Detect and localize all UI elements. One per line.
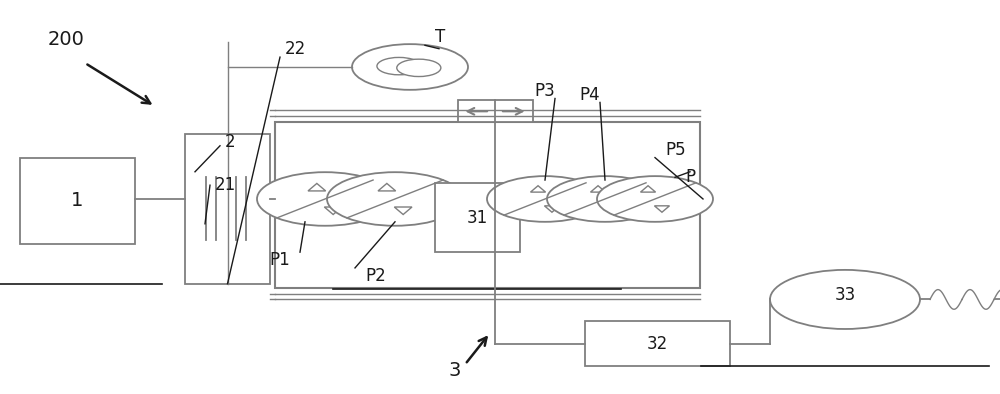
Text: P5: P5: [665, 141, 686, 159]
Circle shape: [327, 172, 463, 226]
Text: 200: 200: [48, 30, 85, 49]
Text: P: P: [685, 168, 695, 186]
Circle shape: [547, 176, 663, 222]
Circle shape: [770, 270, 920, 329]
Text: 21: 21: [215, 176, 236, 194]
Circle shape: [397, 59, 441, 76]
Text: 31: 31: [467, 209, 488, 227]
Text: T: T: [435, 28, 445, 46]
Circle shape: [487, 176, 603, 222]
Text: 3: 3: [449, 361, 461, 380]
Circle shape: [597, 176, 713, 222]
Text: P1: P1: [269, 251, 290, 269]
Bar: [585, 321, 730, 366]
Text: P3: P3: [535, 82, 555, 100]
Bar: [275, 122, 700, 288]
Bar: [185, 134, 270, 284]
Bar: [20, 158, 135, 244]
Circle shape: [352, 44, 468, 90]
Circle shape: [377, 58, 421, 75]
Text: P4: P4: [580, 85, 600, 104]
Text: 32: 32: [647, 335, 668, 353]
Circle shape: [257, 172, 393, 226]
Text: P2: P2: [365, 267, 386, 285]
Text: 22: 22: [285, 40, 306, 58]
Text: 2: 2: [225, 133, 236, 151]
Bar: [435, 183, 520, 252]
Text: 33: 33: [834, 286, 856, 305]
Bar: [458, 100, 532, 122]
Text: 1: 1: [71, 191, 84, 210]
